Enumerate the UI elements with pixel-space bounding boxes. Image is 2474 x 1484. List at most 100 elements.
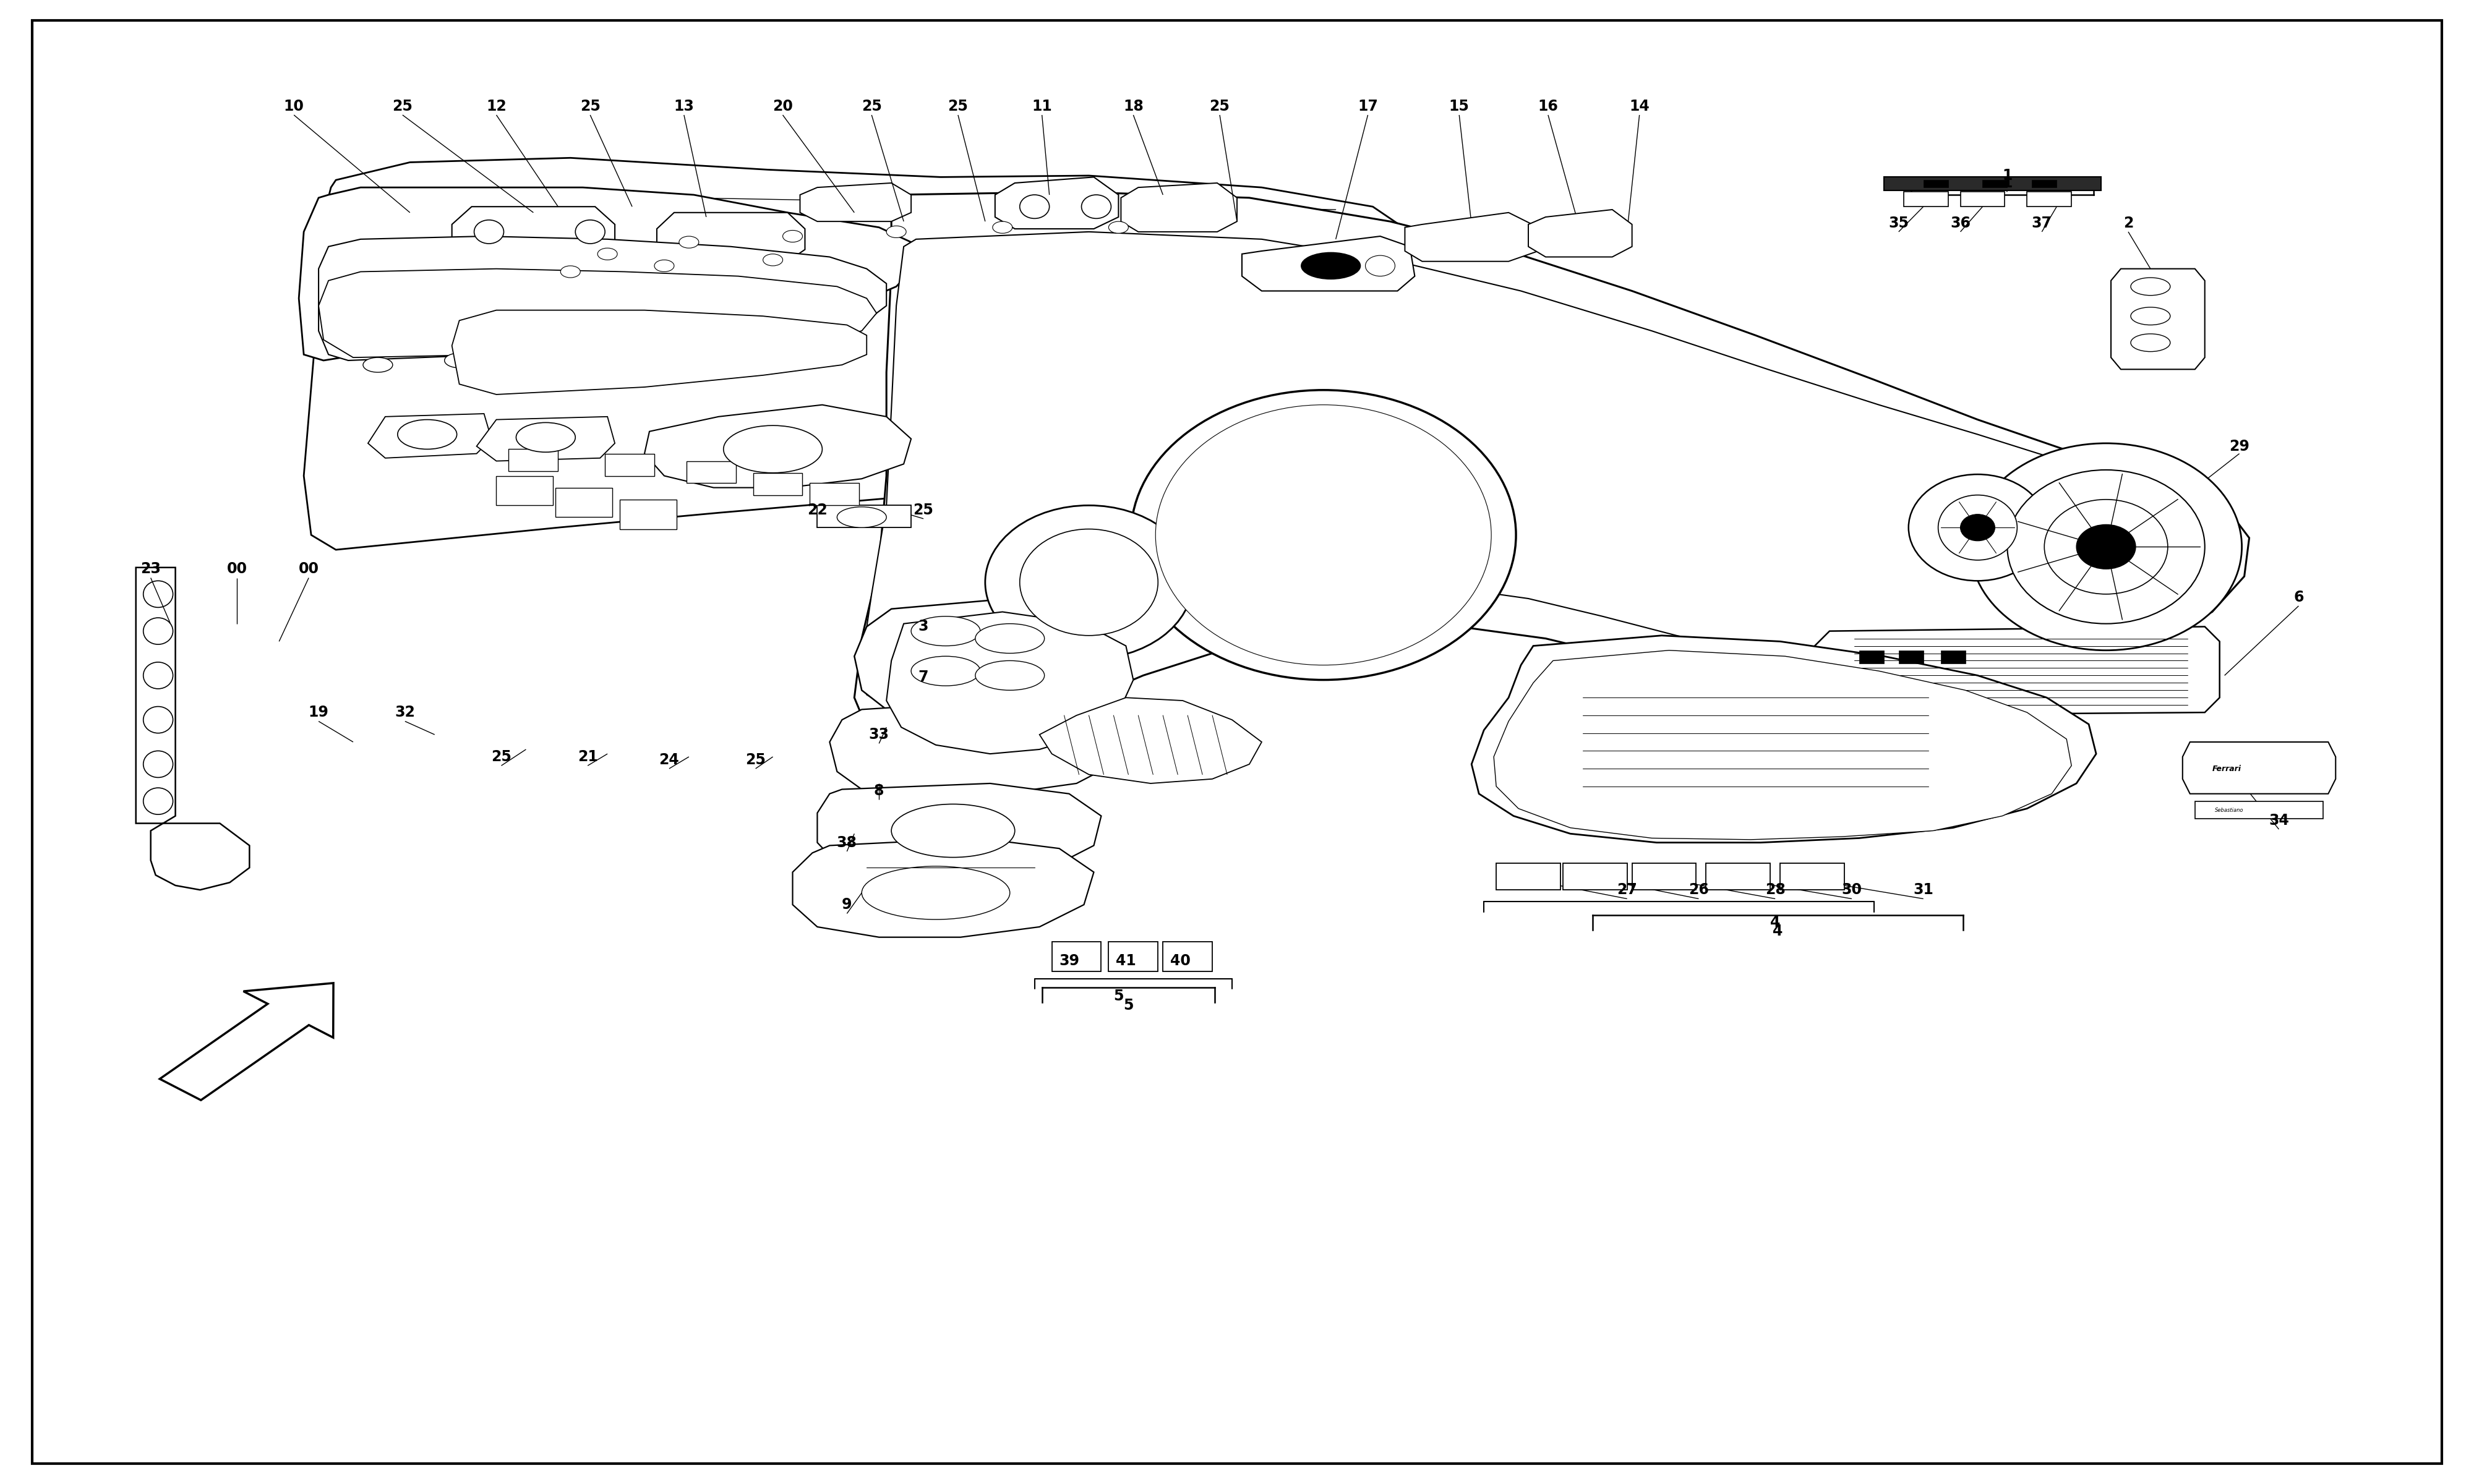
Polygon shape: [1108, 942, 1158, 971]
Text: 25: 25: [393, 98, 413, 113]
Ellipse shape: [1108, 221, 1128, 233]
Ellipse shape: [678, 236, 698, 248]
Ellipse shape: [143, 662, 173, 689]
Polygon shape: [1121, 183, 1237, 232]
Polygon shape: [1494, 650, 2071, 840]
Text: 13: 13: [673, 98, 695, 113]
Ellipse shape: [814, 335, 844, 350]
Text: Ferrari: Ferrari: [2212, 764, 2241, 773]
Text: 25: 25: [745, 752, 767, 767]
Polygon shape: [799, 183, 910, 221]
Polygon shape: [1982, 180, 2006, 187]
Text: 3: 3: [918, 619, 928, 634]
Ellipse shape: [1131, 390, 1517, 680]
Text: 20: 20: [772, 98, 792, 113]
Ellipse shape: [910, 616, 980, 646]
Polygon shape: [557, 488, 614, 518]
Text: 36: 36: [1950, 215, 1972, 230]
Text: 19: 19: [309, 705, 329, 720]
Ellipse shape: [2130, 278, 2170, 295]
Ellipse shape: [1937, 496, 2016, 559]
Polygon shape: [1883, 177, 2100, 190]
Polygon shape: [1529, 209, 1633, 257]
Polygon shape: [752, 473, 802, 496]
Ellipse shape: [910, 656, 980, 686]
Ellipse shape: [445, 353, 475, 368]
Text: 17: 17: [1358, 98, 1378, 113]
Ellipse shape: [836, 508, 886, 528]
Text: 29: 29: [2229, 439, 2249, 454]
Text: 14: 14: [1630, 98, 1650, 113]
Text: 9: 9: [841, 898, 851, 913]
Polygon shape: [136, 567, 250, 890]
Polygon shape: [861, 232, 2214, 715]
Ellipse shape: [143, 751, 173, 778]
Ellipse shape: [1019, 530, 1158, 635]
Polygon shape: [453, 206, 616, 257]
Text: 00: 00: [299, 561, 319, 576]
Ellipse shape: [891, 804, 1014, 858]
Ellipse shape: [143, 788, 173, 815]
Text: 26: 26: [1690, 883, 1710, 898]
Ellipse shape: [537, 350, 567, 365]
Text: 15: 15: [1450, 98, 1470, 113]
Text: 25: 25: [861, 98, 881, 113]
Polygon shape: [1898, 650, 1922, 663]
Text: 18: 18: [1123, 98, 1143, 113]
Ellipse shape: [985, 506, 1192, 659]
Text: 12: 12: [487, 98, 507, 113]
Text: 4: 4: [1769, 916, 1781, 930]
Ellipse shape: [475, 220, 505, 243]
Ellipse shape: [364, 358, 393, 372]
Text: 25: 25: [948, 98, 967, 113]
Polygon shape: [1051, 942, 1101, 971]
Ellipse shape: [722, 426, 821, 473]
Text: 37: 37: [2031, 215, 2051, 230]
Ellipse shape: [1155, 405, 1492, 665]
Polygon shape: [809, 484, 858, 506]
Text: 6: 6: [2293, 589, 2303, 604]
Polygon shape: [792, 838, 1094, 938]
Text: 28: 28: [1764, 883, 1786, 898]
Polygon shape: [1940, 650, 1964, 663]
Polygon shape: [656, 212, 804, 261]
Ellipse shape: [861, 867, 1009, 920]
Text: 38: 38: [836, 835, 856, 850]
Ellipse shape: [975, 660, 1044, 690]
Ellipse shape: [2006, 470, 2204, 623]
Polygon shape: [606, 454, 653, 476]
Polygon shape: [2182, 742, 2335, 794]
Text: 21: 21: [576, 749, 599, 764]
Polygon shape: [1039, 697, 1262, 784]
Text: 5: 5: [1113, 988, 1123, 1003]
Ellipse shape: [2076, 525, 2135, 568]
Polygon shape: [854, 597, 1113, 715]
Text: 5: 5: [1123, 997, 1133, 1012]
Ellipse shape: [517, 423, 576, 453]
Ellipse shape: [2130, 334, 2170, 352]
Polygon shape: [304, 157, 1559, 549]
Ellipse shape: [1301, 252, 1361, 279]
Polygon shape: [299, 187, 915, 361]
Ellipse shape: [599, 248, 618, 260]
Polygon shape: [319, 269, 876, 358]
Polygon shape: [1858, 650, 1883, 663]
Polygon shape: [816, 784, 1101, 876]
Text: 35: 35: [1888, 215, 1910, 230]
Text: 25: 25: [913, 503, 933, 518]
Polygon shape: [1242, 236, 1415, 291]
Polygon shape: [369, 414, 492, 459]
Text: 1: 1: [2001, 175, 2011, 190]
Polygon shape: [1472, 635, 2095, 843]
Polygon shape: [1564, 864, 1628, 890]
Text: 24: 24: [658, 752, 680, 767]
Ellipse shape: [631, 347, 658, 362]
Polygon shape: [2026, 191, 2071, 206]
Ellipse shape: [2044, 500, 2167, 594]
Ellipse shape: [782, 230, 802, 242]
Ellipse shape: [1081, 194, 1111, 218]
Polygon shape: [319, 236, 886, 361]
Polygon shape: [2031, 180, 2056, 187]
Polygon shape: [621, 500, 675, 530]
Ellipse shape: [2130, 307, 2170, 325]
